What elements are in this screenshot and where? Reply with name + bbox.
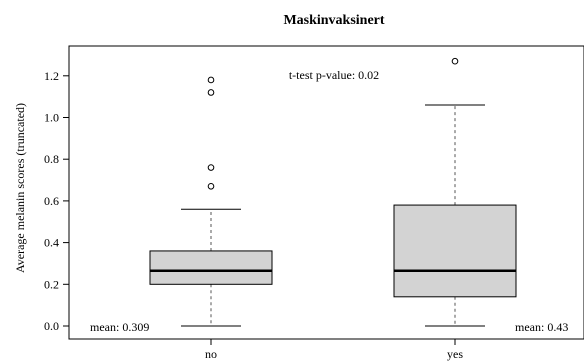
- y-axis: 0.0 0.2 0.4 0.6 0.8 1.0 1.2: [44, 69, 70, 333]
- y-tick-label: 1.0: [44, 111, 59, 125]
- outlier-point: [207, 89, 215, 96]
- chart-title: Maskinvaksinert: [283, 13, 384, 28]
- boxes-layer: [149, 57, 517, 327]
- y-tick-label: 0.6: [44, 194, 59, 208]
- y-tick-label: 1.2: [44, 69, 59, 83]
- outlier-point: [207, 76, 215, 84]
- y-tick-label: 0.8: [44, 152, 59, 166]
- box-group-no: [149, 76, 273, 327]
- x-axis: no yes: [205, 338, 463, 361]
- outlier-point: [451, 57, 459, 65]
- mean-yes-annotation: mean: 0.43: [515, 320, 568, 334]
- x-tick-label: no: [205, 347, 217, 361]
- outlier-point: [207, 164, 215, 171]
- mean-no-annotation: mean: 0.309: [90, 320, 149, 334]
- y-axis-label: Average melanin scores (truncated): [13, 103, 27, 273]
- y-tick-label: 0.2: [44, 277, 59, 291]
- ttest-annotation: t-test p-value: 0.02: [289, 68, 379, 82]
- x-tick-label: yes: [447, 347, 463, 361]
- outlier-point: [207, 183, 215, 190]
- y-tick-label: 0.4: [44, 236, 59, 250]
- iqr-box: [149, 250, 273, 285]
- iqr-box: [393, 204, 517, 298]
- box-group-yes: [393, 57, 517, 327]
- y-tick-label: 0.0: [44, 319, 59, 333]
